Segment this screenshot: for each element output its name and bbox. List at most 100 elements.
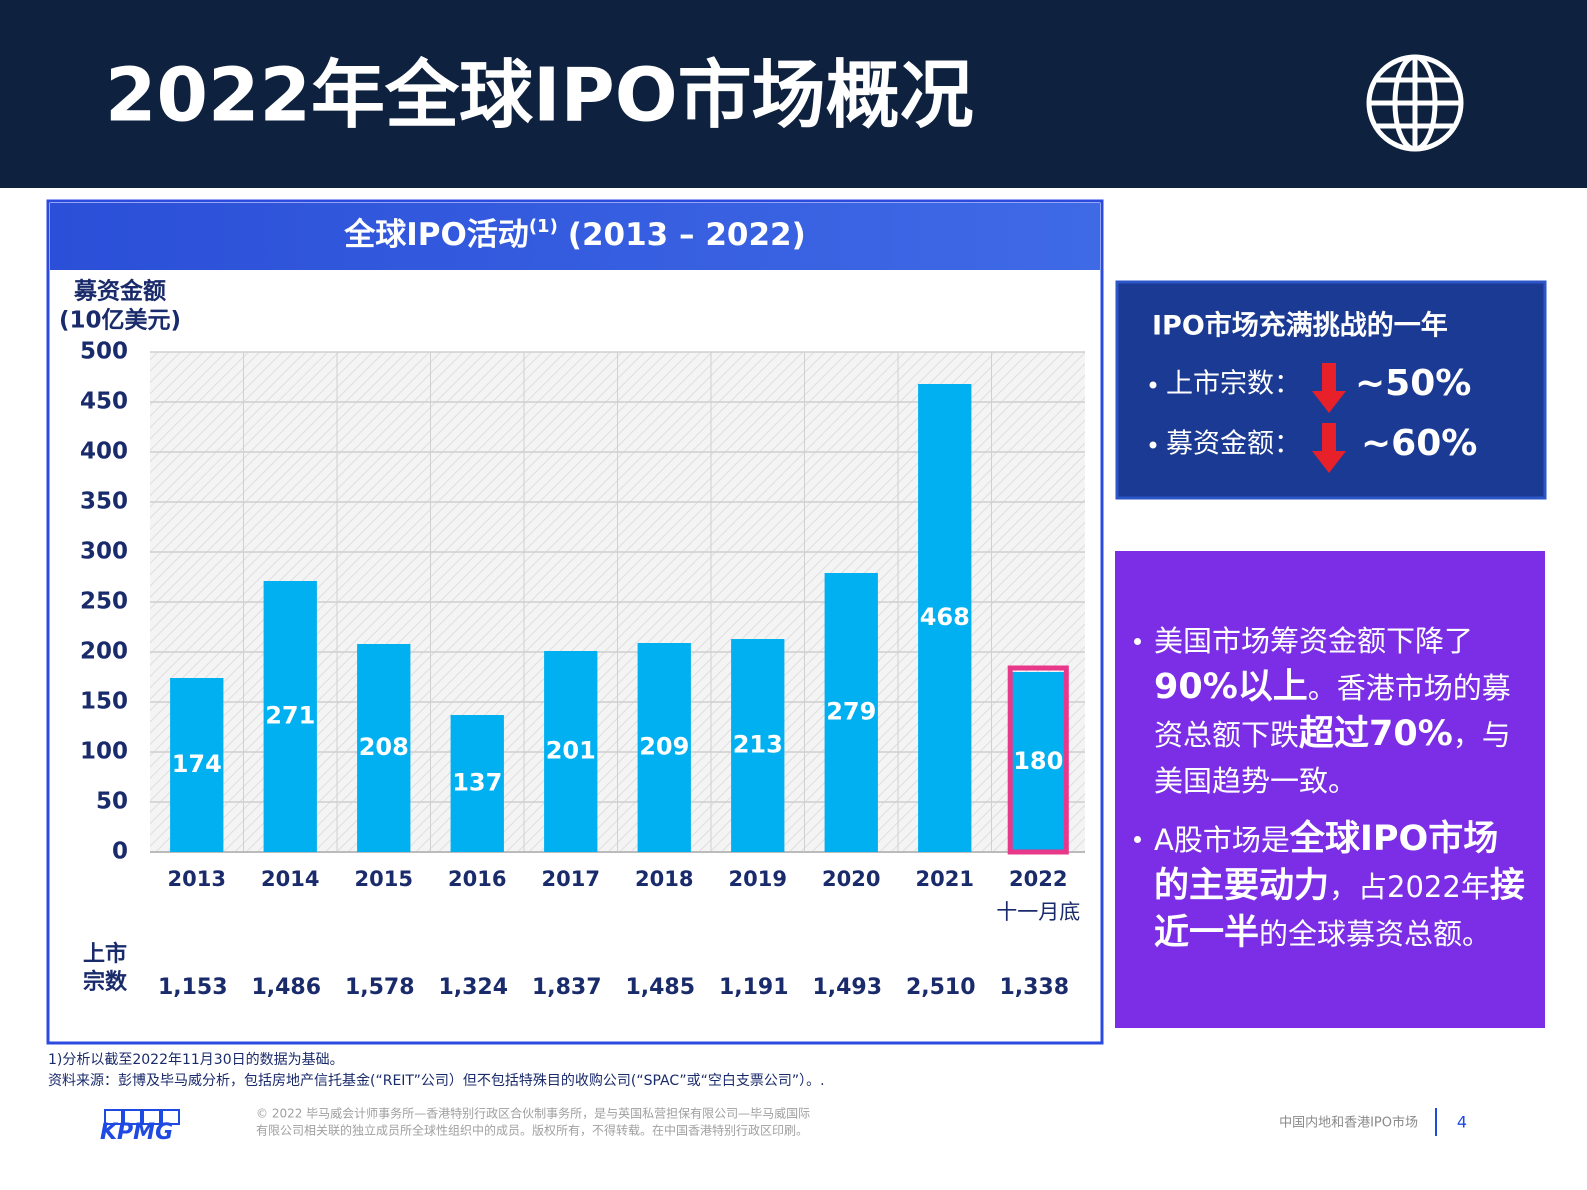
y-tick-label: 100 [80,739,128,765]
y-tick-label: 0 [112,839,128,865]
bar [357,644,411,852]
x-tick-label: 2020 [822,867,880,891]
bar-value-label: 208 [359,733,409,761]
bar-value-label: 201 [546,737,596,765]
bar-value-label: 213 [733,731,783,759]
listing-count: 1,578 [345,975,415,1000]
y-tick-label: 500 [80,339,128,365]
insight-text: ，占2022年 [1329,870,1490,904]
x-tick-label: 2015 [355,867,413,891]
bar [731,639,785,852]
down-arrow [1312,363,1346,413]
summary-value: ~60% [1361,423,1477,464]
x-tick-label: 2022 [1009,867,1067,891]
listing-count: 1,486 [251,975,321,1000]
count-label: 上市 [83,941,127,967]
insight-emphasis: 超过70% [1299,714,1453,754]
insight-bullet: 美国市场筹资金额下降了 90%以上。香港市场的募资总额下跌超过70%，与美国趋势一… [1134,618,1529,804]
footnote: 资料来源：彭博及毕马威分析，包括房地产信托基金(“REIT”公司）但不包括特殊目… [48,1072,825,1089]
footnote: 1)分析以截至2022年11月30日的数据为基础。 [48,1051,344,1068]
insight-panel [1115,551,1545,1028]
insight-text: 美国市场筹资金额下降了 [1154,624,1474,658]
chart-title-note: (1) [529,216,558,237]
chart: 0 50 100 150 200 250 300 350 400 450 500 174 2013 1,1… [80,339,1085,1000]
bar [637,643,691,852]
insight-emphasis: 90%以上 [1154,667,1308,707]
logo-boxes [104,1109,180,1125]
bullet-dot [1149,381,1157,389]
bar-value-label: 209 [639,733,689,761]
x-tick-label: 2013 [168,867,226,891]
chart-title-bar [50,203,1100,270]
count-label: 宗数 [83,969,128,995]
insight-text: A股市场是 [1154,823,1290,857]
bar-value-label: 271 [265,702,315,730]
summary-value: ~50% [1355,363,1471,404]
listing-count: 1,338 [999,975,1069,1000]
listing-count: 2,510 [906,975,976,1000]
summary-label: 上市宗数： [1166,369,1301,400]
y-axis-label: 募资金额 [73,278,166,305]
summary-items: 上市宗数： ~50% 募资金额： ~60% [1149,363,1477,473]
down-arrow [1312,423,1346,473]
insight-bullet: A股市场是全球IPO市场的主要动力，占2022年接近一半的全球募资总额。 [1134,816,1529,957]
insight-emphasis: 全球IPO市场的主要动力 [1154,819,1499,906]
slide-title: 2022年全球IPO市场概况 [105,53,974,139]
bar-value-label: 279 [826,698,876,726]
y-tick-label: 450 [80,389,128,415]
insight-text: 。香港市场的募资总额下跌 [1154,671,1511,752]
y-axis-label: (10亿美元) [59,307,181,334]
x-tick-label: 2017 [542,867,600,891]
footer-section: 中国内地和香港IPO市场 [1279,1115,1418,1131]
summary-label: 募资金额： [1166,429,1301,460]
globe-icon [1366,54,1464,152]
listing-count: 1,324 [438,975,508,1000]
y-tick-label: 50 [96,789,128,815]
insight-text: ，与美国趋势一致。 [1154,718,1511,798]
header-bar [0,0,1587,188]
bar-value-label: 468 [920,603,970,631]
listing-count: 1,191 [719,975,789,1000]
y-tick-label: 350 [80,489,128,515]
copyright: © 2022 毕马威会计师事务所—香港特别行政区合伙制事务所，是与英国私营担保有… [256,1106,810,1121]
bar [170,678,224,852]
x-tick-label: 2018 [635,867,693,891]
insight-text: 的全球募资总额。 [1259,917,1492,951]
chart-title-group: 全球IPO活动(1) (2013 – 2022) [343,216,806,253]
x-tick-label: 2021 [916,867,974,891]
bar [450,715,504,852]
insight-emphasis: 接近一半 [1154,866,1525,953]
listing-count: 1,837 [532,975,602,1000]
page-number: 4 [1457,1113,1467,1132]
y-tick-label: 400 [80,439,128,465]
bar [263,581,317,852]
y-tick-label: 150 [80,689,128,715]
listing-count: 1,153 [158,975,228,1000]
bar [824,573,878,852]
insight-text: 美国市场筹资金额下降了 90%以上。香港市场的募资总额下跌超过70%，与美国趋势一… [1134,618,1529,969]
x-tick-label: 2014 [261,867,319,891]
chart-title: 全球IPO活动 [343,217,529,253]
chart-title-years: (2013 – 2022) [568,217,806,253]
listing-count: 1,485 [625,975,695,1000]
bar-value-label: 174 [172,750,222,778]
bar-highlight [1007,665,1069,855]
bar [918,384,972,852]
category-note: 十一月底 [996,900,1080,924]
listing-count: 1,493 [812,975,882,1000]
bar-value-label: 180 [1013,747,1063,775]
bar [544,651,598,852]
copyright: 有限公司相关联的独立成员所全球性组织中的成员。版权所有，不得转载。在中国香港特别… [256,1123,808,1138]
y-tick-label: 200 [80,639,128,665]
summary-title: IPO市场充满挑战的一年 [1152,310,1448,342]
bar-value-label: 137 [452,769,502,797]
logo-text: KPMG [100,1120,173,1145]
y-tick-label: 250 [80,589,128,615]
y-tick-label: 300 [80,539,128,565]
bullet-dot [1149,441,1157,449]
x-tick-label: 2016 [448,867,506,891]
x-tick-label: 2019 [729,867,787,891]
bar [1011,672,1065,852]
